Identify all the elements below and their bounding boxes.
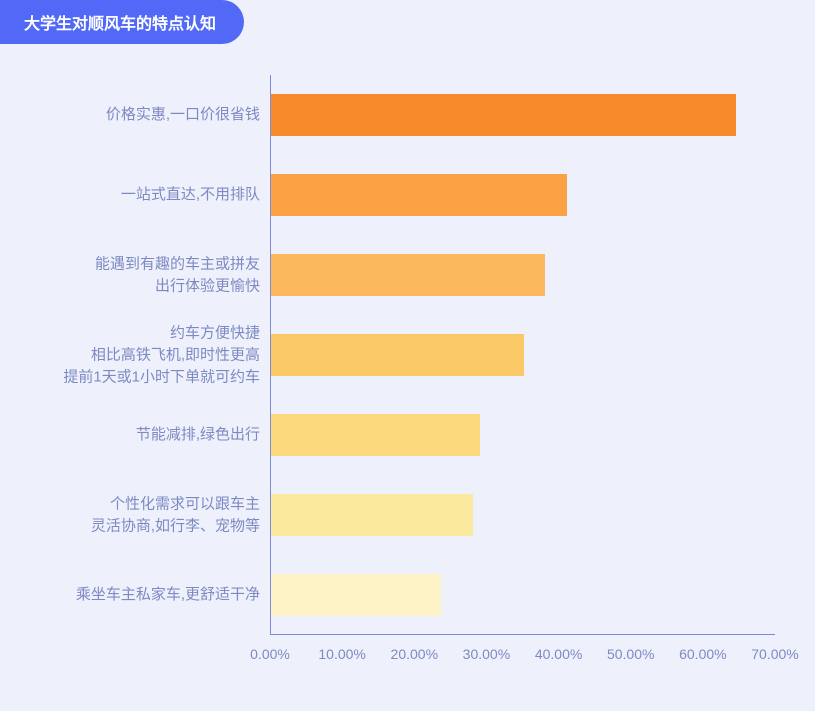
- plot-axes: [270, 75, 775, 635]
- x-axis: 0.00%10.00%20.00%30.00%40.00%50.00%60.00…: [270, 640, 800, 670]
- bar-label: 节能减排,绿色出行: [0, 424, 260, 446]
- bar-label: 价格实惠,一口价很省钱: [0, 104, 260, 126]
- x-tick-label: 10.00%: [318, 646, 365, 662]
- bar-label: 能遇到有趣的车主或拼友 出行体验更愉快: [0, 253, 260, 297]
- x-tick-label: 60.00%: [679, 646, 726, 662]
- bar-label: 乘坐车主私家车,更舒适干净: [0, 584, 260, 606]
- bar-label: 一站式直达,不用排队: [0, 184, 260, 206]
- x-tick-label: 30.00%: [463, 646, 510, 662]
- bar-label: 约车方便快捷 相比高铁飞机,即时性更高 提前1天或1小时下单就可约车: [0, 322, 260, 387]
- x-tick-label: 50.00%: [607, 646, 654, 662]
- x-tick-label: 0.00%: [250, 646, 290, 662]
- chart-title: 大学生对顺风车的特点认知: [24, 16, 216, 33]
- bar-label: 个性化需求可以跟车主 灵活协商,如行李、宠物等: [0, 493, 260, 537]
- chart-title-pill: 大学生对顺风车的特点认知: [0, 0, 244, 44]
- x-tick-label: 70.00%: [751, 646, 798, 662]
- chart-area: 价格实惠,一口价很省钱一站式直达,不用排队能遇到有趣的车主或拼友 出行体验更愉快…: [0, 60, 815, 700]
- x-tick-label: 20.00%: [391, 646, 438, 662]
- x-tick-label: 40.00%: [535, 646, 582, 662]
